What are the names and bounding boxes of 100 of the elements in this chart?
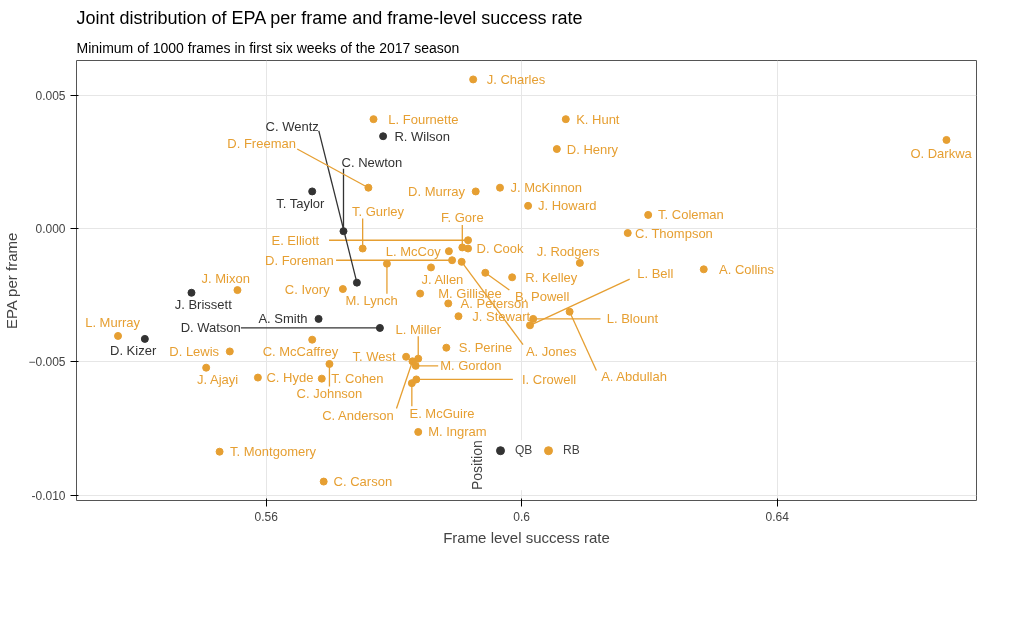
- annotation: M. Ingram: [428, 424, 487, 440]
- annotation: A. Jones: [525, 343, 577, 359]
- annotation: A. Collins: [719, 261, 775, 277]
- point: [308, 187, 317, 196]
- point: [414, 427, 423, 436]
- point: [308, 335, 317, 344]
- point: [565, 307, 574, 316]
- point: [442, 343, 451, 352]
- point: [416, 289, 425, 298]
- point: [408, 357, 417, 366]
- point: [314, 314, 323, 323]
- point: [379, 132, 388, 141]
- point: [233, 286, 242, 295]
- point: [457, 257, 466, 266]
- point: [402, 352, 411, 361]
- point: [114, 331, 123, 340]
- point: [471, 187, 480, 196]
- annotation: F. Gore: [440, 210, 484, 226]
- chart-subtitle: Minimum of 1000 frames in first six weeks of the 2017 season: [76, 39, 460, 56]
- legend-title: Position: [469, 440, 485, 490]
- annotation: L. Bell: [637, 265, 674, 281]
- point: [495, 183, 504, 192]
- annotation: J. Mixon: [201, 270, 250, 286]
- chart-title: Joint distribution of EPA per frame and frame-level success rate: [76, 7, 583, 28]
- point: [375, 323, 384, 332]
- annotation: L. Fournette: [388, 111, 459, 127]
- annotation: A. Abdullah: [601, 368, 667, 384]
- point: [444, 247, 453, 256]
- point: [338, 285, 347, 294]
- x-tick-label: 0.6: [513, 509, 531, 524]
- annotation: E. McGuire: [409, 405, 475, 421]
- y-tick-label: 0.005: [35, 88, 66, 103]
- annotation: A. Smith: [258, 311, 308, 327]
- annotation: C. Carson: [333, 474, 393, 490]
- point: [469, 75, 478, 84]
- annotation: I. Crowell: [521, 371, 577, 387]
- point: [454, 312, 463, 321]
- point: [187, 288, 196, 297]
- annotation: C. Hyde: [266, 370, 314, 386]
- point: [358, 244, 367, 253]
- annotation: D. Foreman: [265, 252, 334, 268]
- annotation: R. Kelley: [525, 269, 578, 285]
- annotation: D. Cook: [476, 241, 525, 256]
- annotation: J. Allen: [421, 271, 464, 287]
- annotation: T. Taylor: [276, 195, 326, 211]
- point: [215, 447, 224, 456]
- point: [202, 363, 211, 372]
- annotation: S. Perine: [458, 340, 513, 356]
- x-axis-title: Frame level success rate: [443, 528, 610, 546]
- annotation: C. Newton: [341, 155, 403, 171]
- annotation: L. Murray: [85, 315, 141, 331]
- annotation: L. Miller: [395, 321, 442, 337]
- annotation: T. Montgomery: [230, 444, 317, 460]
- annotation: K. Hunt: [576, 111, 620, 127]
- point: [444, 299, 453, 308]
- annotation: M. Lynch: [345, 293, 398, 309]
- legend-label: QB: [515, 443, 534, 458]
- y-tick-label: −0.005: [28, 355, 66, 370]
- point: [508, 273, 517, 282]
- annotation: C. Wentz: [265, 118, 319, 134]
- point: [339, 227, 348, 236]
- annotation: T. Coleman: [658, 207, 724, 223]
- annotation: J. Howard: [538, 198, 597, 214]
- annotation: J. McKinnon: [510, 180, 583, 196]
- annotation: E. Elliott: [271, 232, 320, 248]
- annotation: J. Ajayi: [196, 371, 239, 387]
- point: [448, 256, 457, 265]
- point: [481, 268, 490, 277]
- y-axis-title: EPA per frame: [3, 232, 21, 330]
- point: [699, 265, 708, 274]
- annotation: M. Gordon: [440, 358, 502, 374]
- point: [526, 321, 535, 330]
- annotation: D. Watson: [180, 320, 241, 336]
- annotation: D. Henry: [566, 141, 619, 157]
- annotation: L. Blount: [606, 311, 659, 327]
- y-tick-label: 0.000: [35, 222, 66, 236]
- x-tick-label: 0.56: [254, 509, 279, 524]
- point: [140, 334, 149, 343]
- annotation: C. Ivory: [284, 281, 331, 297]
- point: [325, 359, 334, 368]
- annotation: T. Cohen: [331, 371, 384, 387]
- annotation: D. Freeman: [227, 135, 296, 151]
- point: [427, 263, 436, 272]
- point: [412, 375, 421, 384]
- annotation: J. Rodgers: [536, 243, 601, 259]
- point: [364, 183, 373, 192]
- point: [319, 477, 328, 486]
- annotation: T. West: [352, 349, 397, 365]
- point: [561, 115, 570, 124]
- legend-label: RB: [563, 443, 581, 458]
- point: [352, 278, 361, 287]
- annotation: D. Kizer: [109, 343, 157, 359]
- annotation: L. McCoy: [385, 243, 442, 259]
- annotation: O. Darkwa: [910, 145, 973, 161]
- point: [552, 145, 561, 154]
- point: [623, 229, 632, 238]
- point: [644, 210, 653, 219]
- annotation: T. Gurley: [352, 203, 405, 219]
- annotation: C. Thompson: [635, 225, 713, 241]
- annotation: C. Johnson: [296, 385, 363, 401]
